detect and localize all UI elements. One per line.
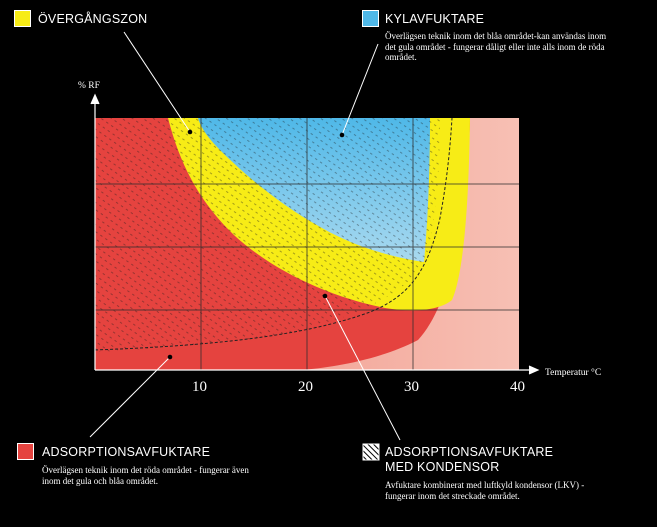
- leader-cooling: [341, 43, 379, 136]
- grid: [95, 118, 519, 370]
- transition-legend-title: ÖVERGÅNGSZON: [38, 12, 148, 26]
- y-tick-75: 75: [70, 178, 85, 194]
- leader-transition: [123, 31, 191, 133]
- y-axis-unit: % RF: [78, 81, 100, 91]
- x-axis-unit: Temperatur °C: [545, 368, 602, 378]
- transition-swatch: [14, 10, 31, 27]
- adsorption-swatch: [17, 443, 34, 460]
- condenser-legend-description: Avfuktare kombinerat med luftkyld konden…: [385, 480, 585, 501]
- axes: [90, 93, 540, 375]
- condenser-swatch: [362, 443, 380, 461]
- x-tick-30: 30: [404, 379, 419, 395]
- y-tick-50: 50: [70, 241, 85, 257]
- cooling-swatch: [362, 10, 379, 27]
- y-tick-25: 25: [70, 304, 85, 320]
- adsorption-legend-title: ADSORPTIONSAVFUKTARE: [42, 445, 211, 459]
- x-tick-20: 20: [298, 379, 313, 395]
- adsorption-legend-description: Överlägsen teknik inom det röda området …: [42, 465, 249, 486]
- condenser-legend-title-line2: MED KONDENSOR: [385, 460, 500, 474]
- cooling-legend-description: Överlägsen teknik inom det blåa området-…: [385, 31, 607, 62]
- cooling-legend-title: KYLAVFUKTARE: [385, 12, 485, 26]
- condenser-legend-title-line1: ADSORPTIONSAVFUKTARE: [385, 445, 554, 459]
- condenser-hatched-region: [95, 118, 440, 352]
- y-tick-100: 100: [62, 112, 85, 128]
- leader-condenser: [324, 295, 401, 441]
- x-tick-10: 10: [192, 379, 207, 395]
- leader-adsorption: [89, 356, 171, 438]
- x-tick-40: 40: [510, 379, 525, 395]
